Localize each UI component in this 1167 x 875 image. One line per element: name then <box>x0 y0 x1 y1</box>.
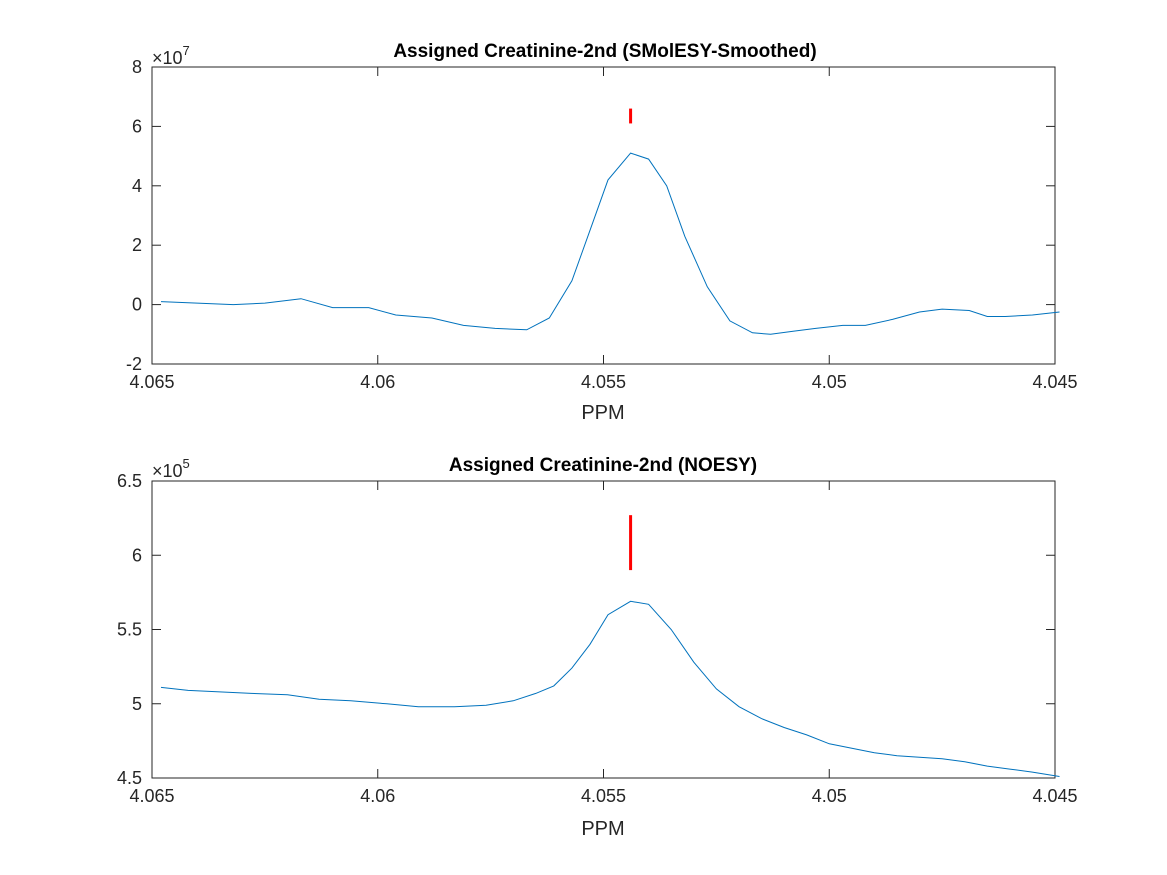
y-tick-label: -2 <box>126 354 142 374</box>
y-multiplier-exponent: 7 <box>183 43 190 58</box>
x-tick-labels: 4.065 4.06 4.055 4.05 4.045 <box>129 786 1077 806</box>
y-tick-label: 8 <box>132 57 142 77</box>
y-multiplier-base: ×10 <box>152 48 183 68</box>
x-tick-label: 4.055 <box>581 372 626 392</box>
y-tick-labels: 4.5 5 5.5 6 6.5 <box>117 471 142 788</box>
subplot-top: Assigned Creatinine-2nd (SMolESY-Smoothe… <box>126 41 1078 424</box>
x-tick-label: 4.045 <box>1032 372 1077 392</box>
series-line <box>160 152 1060 335</box>
y-tick-labels: -2 0 2 4 6 8 <box>126 57 142 374</box>
y-multiplier-base: ×10 <box>152 461 183 481</box>
y-multiplier-exponent: 5 <box>183 456 190 471</box>
y-tick-label: 4.5 <box>117 768 142 788</box>
y-tick-label: 2 <box>132 235 142 255</box>
y-tick-label: 5.5 <box>117 620 142 640</box>
series-line <box>160 600 1060 777</box>
y-multiplier: ×105 <box>152 456 190 481</box>
y-tick-label: 6.5 <box>117 471 142 491</box>
x-tick-labels: 4.065 4.06 4.055 4.05 4.045 <box>129 372 1077 392</box>
x-tick-label: 4.05 <box>812 372 847 392</box>
x-tick-label: 4.045 <box>1032 786 1077 806</box>
subplot-bottom: Assigned Creatinine-2nd (NOESY) ×105 4.0… <box>117 455 1078 840</box>
ticks <box>151 480 1056 779</box>
x-tick-label: 4.065 <box>129 372 174 392</box>
chart-title: Assigned Creatinine-2nd (SMolESY-Smoothe… <box>393 41 816 62</box>
plot-area <box>151 480 1056 779</box>
y-tick-label: 5 <box>132 694 142 714</box>
ticks <box>151 66 1056 365</box>
x-axis-label: PPM <box>581 818 624 840</box>
chart-title: Assigned Creatinine-2nd (NOESY) <box>449 455 757 476</box>
y-multiplier: ×107 <box>152 43 190 68</box>
x-tick-label: 4.05 <box>812 786 847 806</box>
x-tick-label: 4.06 <box>360 372 395 392</box>
x-axis-label: PPM <box>581 402 624 424</box>
y-tick-label: 6 <box>132 116 142 136</box>
y-tick-label: 0 <box>132 295 142 315</box>
x-tick-label: 4.055 <box>581 786 626 806</box>
plot-area <box>151 66 1056 365</box>
y-tick-label: 6 <box>132 545 142 565</box>
x-tick-label: 4.065 <box>129 786 174 806</box>
x-tick-label: 4.06 <box>360 786 395 806</box>
y-tick-label: 4 <box>132 176 142 196</box>
